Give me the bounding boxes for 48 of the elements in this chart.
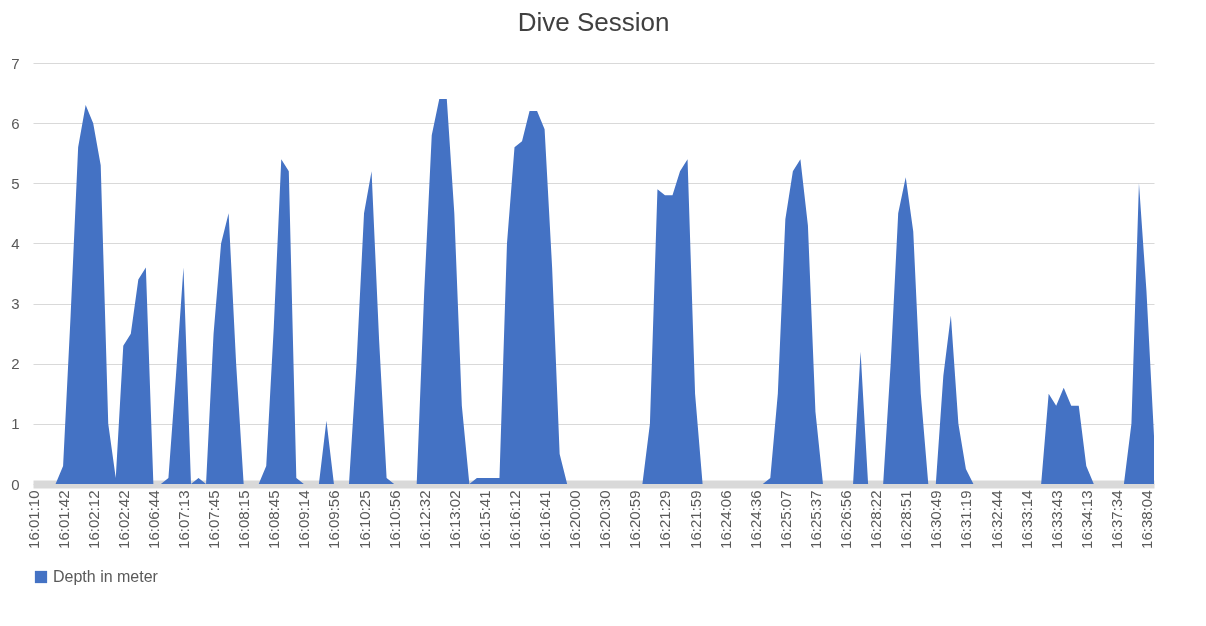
y-tick-label: 5 [11, 174, 20, 192]
x-tick-label: 16:32:44 [987, 490, 1005, 549]
y-tick-label: 6 [11, 114, 20, 132]
x-tick-label: 16:20:30 [596, 490, 614, 549]
x-tick-label: 16:33:43 [1047, 490, 1065, 549]
y-tick-label: 7 [11, 54, 20, 72]
x-tick-label: 16:09:14 [295, 490, 313, 549]
x-tick-label: 16:20:59 [626, 490, 644, 549]
y-tick-label: 1 [11, 415, 20, 433]
x-tick-label: 16:01:42 [54, 490, 72, 549]
x-tick-label: 16:07:13 [174, 490, 192, 549]
x-tick-label: 16:30:49 [927, 490, 945, 549]
x-tick-label: 16:02:12 [84, 490, 102, 549]
x-tick-label: 16:28:51 [897, 490, 915, 549]
x-tick-label: 16:20:00 [566, 490, 584, 549]
y-tick-label: 3 [11, 295, 20, 313]
x-tick-label: 16:21:29 [656, 490, 674, 549]
legend-label: Depth in meter [53, 568, 159, 585]
x-tick-label: 16:37:34 [1107, 490, 1125, 549]
x-tick-label: 16:12:32 [415, 490, 433, 549]
x-tick-label: 16:08:45 [265, 490, 283, 549]
x-tick-label: 16:07:45 [205, 490, 223, 549]
x-tick-label: 16:13:02 [445, 490, 463, 549]
y-tick-label: 0 [11, 475, 20, 493]
x-tick-label: 16:02:42 [114, 490, 132, 549]
y-tick-label: 4 [11, 234, 20, 252]
x-tick-label: 16:24:06 [716, 490, 734, 549]
x-tick-label: 16:31:19 [957, 490, 975, 549]
x-tick-label: 16:26:56 [837, 490, 855, 549]
x-tick-label: 16:21:59 [686, 490, 704, 549]
x-tick-label: 16:25:37 [806, 490, 824, 549]
x-tick-label: 16:09:56 [325, 490, 343, 549]
x-tick-label: 16:10:25 [355, 490, 373, 549]
x-tick-label: 16:34:13 [1077, 490, 1095, 549]
x-tick-label: 16:15:41 [475, 490, 493, 549]
x-tick-label: 16:33:14 [1017, 490, 1035, 549]
x-tick-label: 16:06:44 [144, 490, 162, 549]
x-tick-label: 16:24:36 [746, 490, 764, 549]
x-tick-label: 16:38:04 [1137, 490, 1155, 549]
x-tick-label: 16:01:10 [24, 490, 42, 549]
x-tick-label: 16:25:07 [776, 490, 794, 549]
chart-title: Dive Session [517, 7, 670, 37]
y-tick-label: 2 [11, 355, 20, 373]
x-tick-label: 16:16:41 [536, 490, 554, 549]
x-tick-label: 16:10:56 [385, 490, 403, 549]
x-tick-label: 16:16:12 [506, 490, 523, 549]
x-tick-label: 16:08:15 [235, 490, 253, 549]
x-tick-label: 16:28:22 [867, 490, 885, 549]
